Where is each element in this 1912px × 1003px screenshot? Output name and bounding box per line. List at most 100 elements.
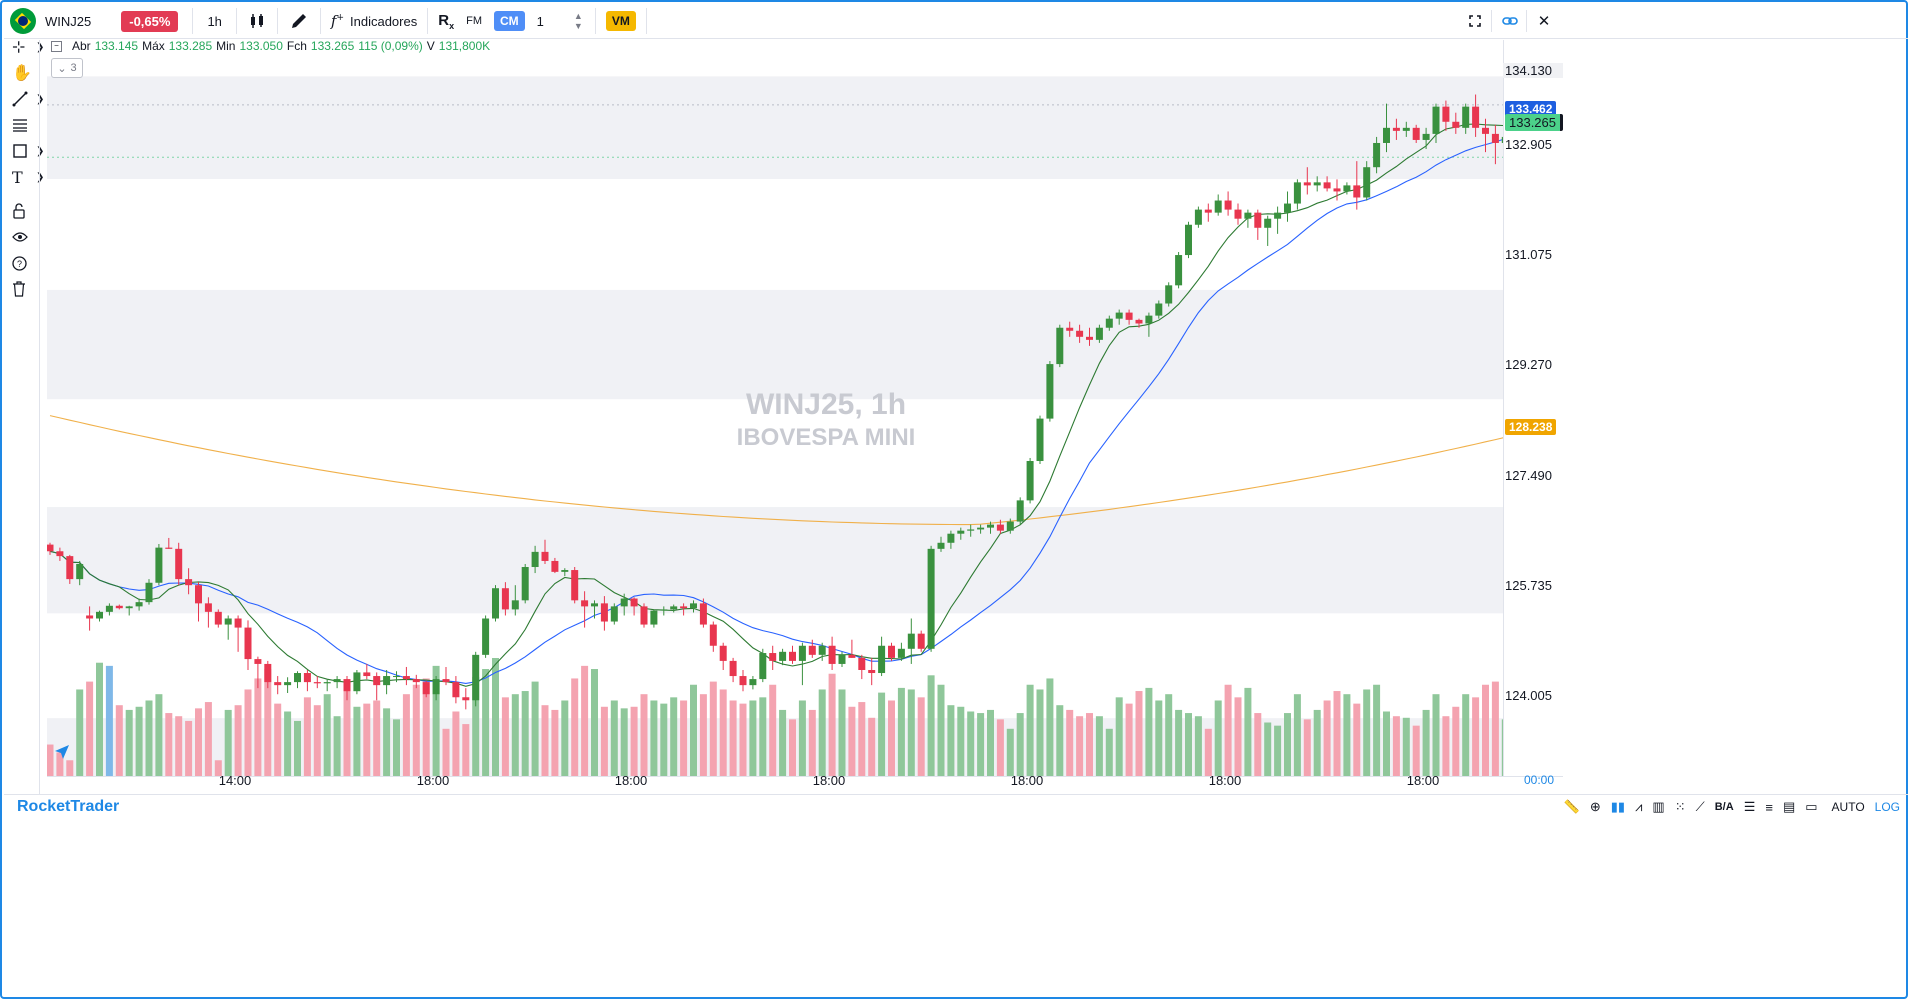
candle-body [541,551,549,561]
volume-bar [1452,706,1460,776]
order-book-icon[interactable]: ☰ [1743,799,1756,814]
volume-bar [719,689,727,776]
list-icon[interactable]: ≡ [1765,799,1773,815]
brand-part2: Trader [70,798,120,815]
timezone-label[interactable]: 00:00 [1523,773,1555,787]
candle-body [917,633,925,649]
volume-bar [660,703,668,776]
vm-label: VM [605,11,636,31]
time-label: 14:00 [218,773,252,788]
screen-icon[interactable]: ▭ [1805,799,1818,814]
volume-bar [1501,719,1503,776]
fm-label: FM [466,15,482,27]
volume-profile-icon[interactable]: ▥ [1652,799,1665,814]
candle-body [472,654,480,701]
volume-bar [521,691,529,776]
candle-body [798,645,806,661]
bid-ask-button[interactable]: B/A [1714,801,1734,813]
candle-body [492,588,499,619]
volume-bar [1115,697,1123,776]
candle-body [789,651,796,661]
volume-bars-icon[interactable]: ▮▮ [1610,799,1626,814]
indicators-button[interactable]: f+ Indicadores [321,4,427,38]
candle-body [1066,327,1074,331]
fullscreen-button[interactable] [1458,4,1492,38]
volume-bar [1442,716,1450,776]
price-axis[interactable] [1503,40,1564,776]
replay-button[interactable]: Rx [428,4,460,38]
rectangle-icon [13,144,27,158]
price-change-badge: -0,65% [121,10,179,32]
cm-button[interactable]: CM [488,4,531,38]
zoom-icon[interactable]: ⊕ [1589,799,1601,814]
volume-bar [145,700,153,776]
candle-body [1105,318,1113,328]
auto-scale-button[interactable]: AUTO [1831,800,1865,814]
volume-bar [1363,689,1371,776]
symbol-selector[interactable]: WINJ25 [4,4,111,38]
dom-icon[interactable]: ▤ [1782,799,1796,814]
candle-body [1036,418,1044,462]
indicators-collapse-button[interactable]: ⌄ 3 [51,58,83,78]
fm-button[interactable]: FM [460,4,488,38]
trend-icon[interactable]: ⟋ [1695,799,1705,814]
grid-pattern-icon[interactable]: ⁙ [1674,799,1686,814]
log-scale-button[interactable]: LOG [1874,800,1900,814]
delete-tool[interactable] [4,276,48,302]
candle-type-button[interactable] [237,4,277,38]
lock-tool[interactable] [4,198,48,224]
time-label: 18:00 [1208,773,1242,788]
chevron-right-icon[interactable]: ❯ [36,145,45,157]
volume-bar [86,681,94,776]
quantity-stepper[interactable]: 1 ▲ ▼ [531,4,589,38]
link-button[interactable] [1493,4,1527,38]
candle-body [1482,127,1489,134]
candle-body [1333,188,1341,192]
ruler-icon[interactable]: 📏 [1563,799,1580,814]
candle-body [145,582,153,603]
candle-body [412,679,420,683]
candle-body [1254,212,1262,228]
volume-bar [224,709,232,776]
crosshair-tool[interactable]: ⊹ ❯ [4,34,48,60]
price-chart[interactable] [47,40,1503,776]
candle-body [1392,127,1400,131]
cm-label: CM [493,11,525,31]
chevron-right-icon[interactable]: ❯ [36,171,45,183]
vm-button[interactable]: VM [596,4,646,38]
close-button[interactable]: ✕ [1527,4,1561,38]
visibility-tool[interactable] [4,224,48,250]
legend-toggle-icon[interactable]: − [51,40,62,52]
volume-bar [254,678,262,776]
indicator-chart-icon[interactable]: ⩘ [1635,799,1643,814]
chevron-right-icon[interactable]: ❯ [36,41,45,53]
navigation-arrow-icon[interactable] [53,743,71,761]
trend-line-tool[interactable]: ❯ [4,86,48,112]
divider [594,8,596,34]
trash-icon [13,281,25,297]
volume-bar [917,697,925,776]
stepper-arrows-icon[interactable]: ▲ ▼ [573,11,583,31]
drawing-tool-button[interactable] [278,4,320,38]
volume-bar [1432,694,1440,776]
volume-bar [1333,691,1341,776]
volume-bar [294,720,301,776]
candle-body [996,524,1004,531]
candle-body [501,588,509,610]
volume-bar [343,681,351,776]
candle-body [1115,312,1123,319]
price-band [47,76,1503,180]
interval-button[interactable]: 1h [207,13,222,29]
pan-tool[interactable]: ✋ [4,60,48,86]
candle-body [858,657,866,670]
volume-bar [1234,697,1242,776]
shape-tool[interactable]: ❯ [4,138,48,164]
chevron-right-icon[interactable]: ❯ [36,93,45,105]
fibonacci-tool[interactable] [4,112,48,138]
volume-bar [1274,725,1282,776]
volume-bar [1422,709,1430,776]
volume-bar [244,689,252,776]
help-tool[interactable]: ? [4,250,48,276]
volume-bar [422,678,430,776]
text-tool[interactable]: T ❯ [4,164,48,190]
